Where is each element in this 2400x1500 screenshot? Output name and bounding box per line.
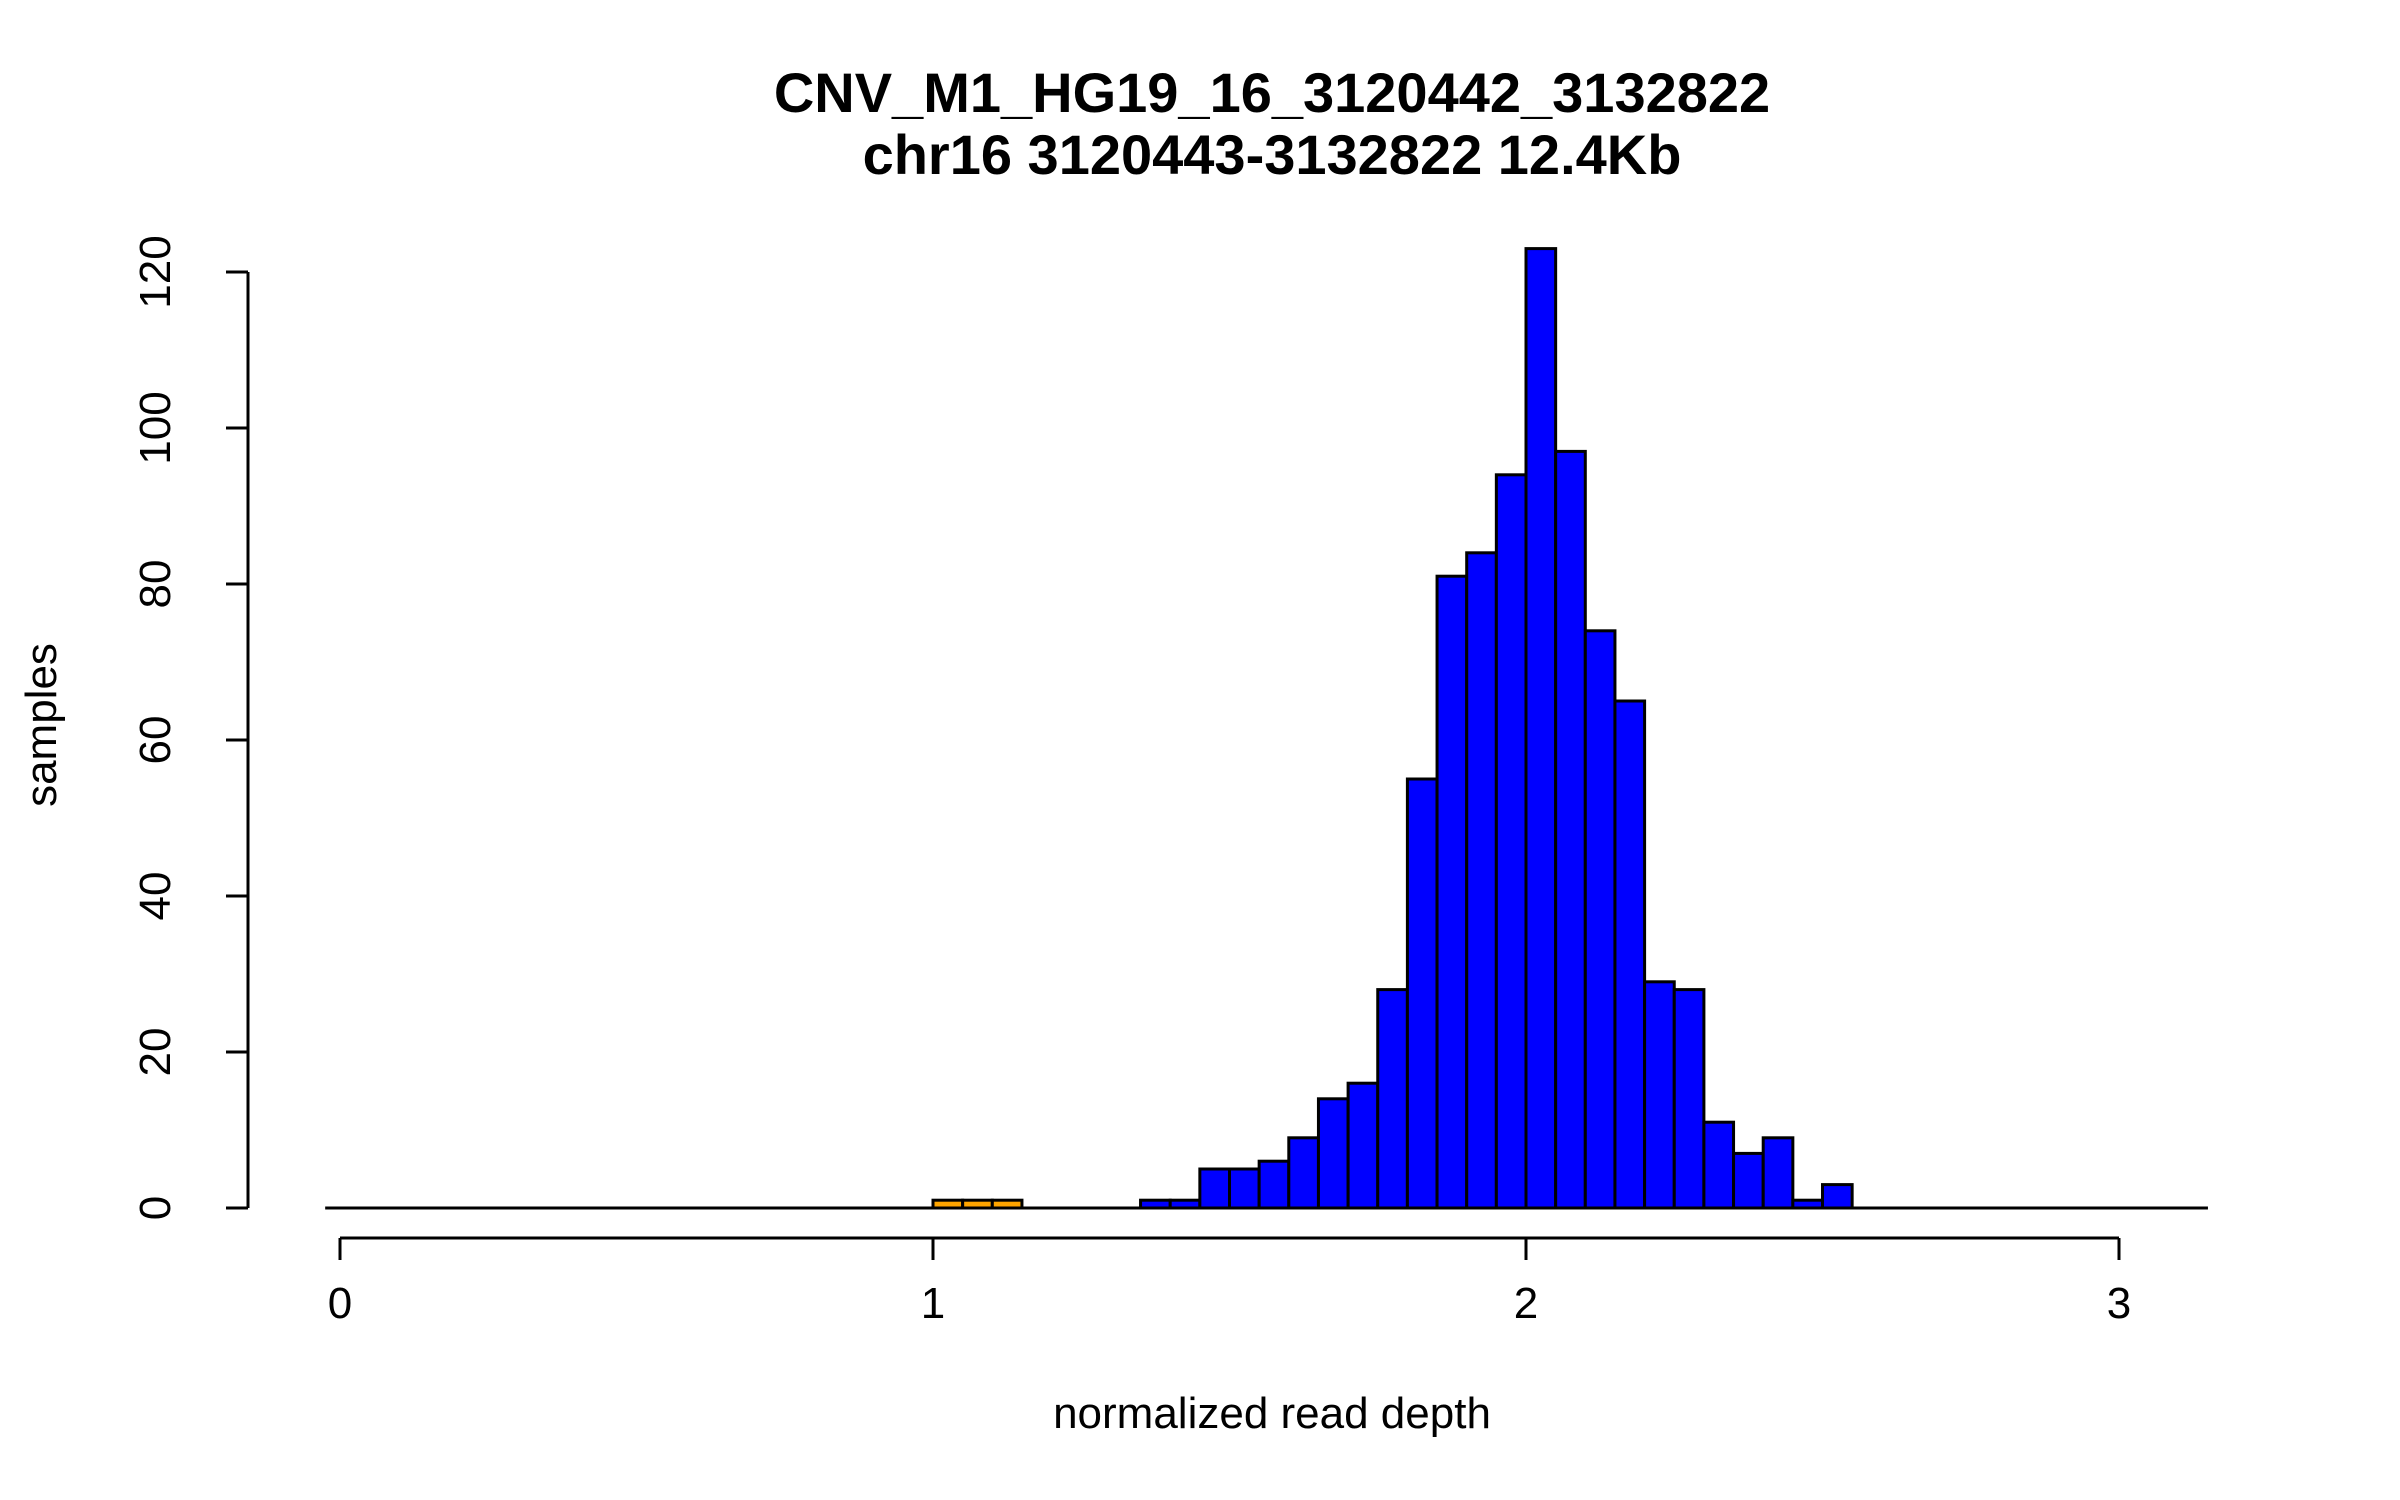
histogram-bar-11: [1376, 988, 1409, 1210]
x-axis-label: normalized read depth: [1053, 1389, 1491, 1438]
histogram-bar-26: [1821, 1183, 1854, 1210]
y-tick-label-100: 100: [131, 391, 180, 464]
histogram-bar-13: [1435, 574, 1469, 1210]
histogram-bar-5: [1198, 1167, 1231, 1210]
histogram-bar-8: [1287, 1136, 1320, 1210]
histogram-bar-10: [1346, 1081, 1380, 1210]
histogram-bar-21: [1672, 988, 1706, 1210]
histogram-bar-15: [1494, 473, 1528, 1210]
y-axis: 0 20 40 60 80 100 120: [131, 235, 250, 1220]
histogram-bar-9: [1316, 1097, 1350, 1210]
x-tick-label-0: 0: [328, 1279, 352, 1328]
y-tick-label-80: 80: [131, 560, 180, 609]
y-tick-label-60: 60: [131, 716, 180, 765]
histogram-bars: [931, 247, 1854, 1210]
x-tick-label-3: 3: [2107, 1279, 2131, 1328]
x-tick-label-2: 2: [1514, 1279, 1538, 1328]
histogram-bar-19: [1613, 699, 1647, 1210]
histogram-bar-6: [1228, 1167, 1261, 1210]
histogram-bar-7: [1257, 1159, 1291, 1210]
histogram-bar-18: [1583, 629, 1617, 1210]
chart-subtitle: chr16 3120443-3132822 12.4Kb: [863, 123, 1682, 186]
histogram-bar-14: [1465, 551, 1498, 1210]
histogram-bar-20: [1643, 980, 1676, 1210]
y-axis-label: samples: [17, 643, 66, 807]
y-tick-label-20: 20: [131, 1028, 180, 1077]
y-tick-label-40: 40: [131, 872, 180, 921]
x-tick-label-1: 1: [921, 1279, 945, 1328]
histogram-bar-12: [1405, 777, 1439, 1210]
histogram-bar-16: [1524, 247, 1558, 1210]
chart-title: CNV_M1_HG19_16_3120442_3132822: [774, 61, 1770, 124]
y-tick-label-0: 0: [131, 1196, 180, 1220]
y-tick-label-120: 120: [131, 235, 180, 308]
histogram-bar-23: [1732, 1151, 1765, 1210]
histogram-bar-17: [1554, 449, 1587, 1210]
histogram-bar-24: [1761, 1136, 1795, 1210]
histogram-bar-22: [1702, 1120, 1736, 1210]
x-axis: 0 1 2 3: [328, 1236, 2131, 1328]
